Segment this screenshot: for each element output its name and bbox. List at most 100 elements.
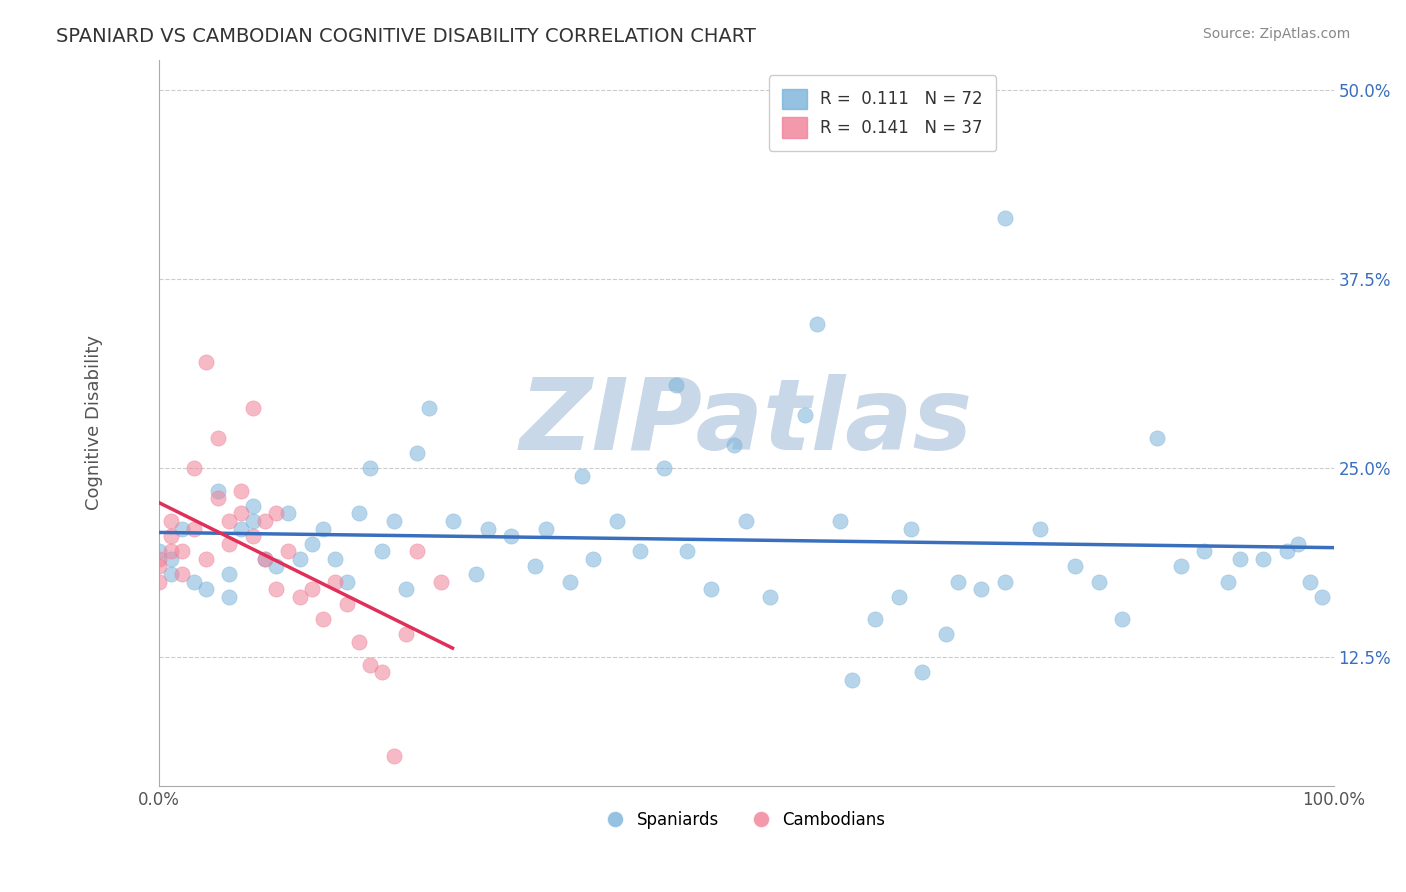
Spaniards (652, 461, 675, 475)
Cambodians (194, 355, 217, 369)
Spaniards (887, 590, 910, 604)
Text: SPANIARD VS CAMBODIAN COGNITIVE DISABILITY CORRELATION CHART: SPANIARD VS CAMBODIAN COGNITIVE DISABILI… (56, 27, 756, 45)
Cambodians (229, 483, 252, 498)
Spaniards (841, 673, 863, 687)
Cambodians (242, 401, 264, 415)
Cambodians (218, 537, 240, 551)
Spaniards (382, 514, 405, 528)
Spaniards (266, 559, 288, 574)
Cambodians (371, 665, 394, 680)
Spaniards (242, 499, 264, 513)
Spaniards (159, 566, 181, 581)
Spaniards (371, 544, 394, 558)
Cambodians (159, 529, 181, 543)
Cambodians (301, 582, 323, 596)
Spaniards (301, 537, 323, 551)
Spaniards (1251, 552, 1274, 566)
Legend: Spaniards, Cambodians: Spaniards, Cambodians (600, 805, 893, 836)
Cambodians (148, 552, 170, 566)
Cambodians (323, 574, 346, 589)
Spaniards (630, 544, 652, 558)
Cambodians (172, 566, 194, 581)
Cambodians (183, 461, 205, 475)
Cambodians (229, 507, 252, 521)
Spaniards (1064, 559, 1087, 574)
Spaniards (523, 559, 546, 574)
Spaniards (830, 514, 852, 528)
Spaniards (323, 552, 346, 566)
Spaniards (406, 446, 429, 460)
Spaniards (277, 507, 299, 521)
Spaniards (347, 507, 370, 521)
Spaniards (194, 582, 217, 596)
Spaniards (501, 529, 523, 543)
Spaniards (1299, 574, 1322, 589)
Cambodians (277, 544, 299, 558)
Spaniards (242, 514, 264, 528)
Spaniards (336, 574, 359, 589)
Spaniards (970, 582, 993, 596)
Cambodians (312, 612, 335, 626)
Spaniards (172, 522, 194, 536)
Spaniards (911, 665, 934, 680)
Spaniards (148, 544, 170, 558)
Spaniards (253, 552, 276, 566)
Spaniards (1146, 431, 1168, 445)
Cambodians (207, 431, 229, 445)
Spaniards (288, 552, 311, 566)
Spaniards (536, 522, 558, 536)
Spaniards (1170, 559, 1192, 574)
Spaniards (665, 377, 688, 392)
Cambodians (394, 627, 416, 641)
Cambodians (359, 657, 381, 672)
Cambodians (288, 590, 311, 604)
Spaniards (558, 574, 581, 589)
Spaniards (582, 552, 605, 566)
Spaniards (229, 522, 252, 536)
Cambodians (159, 544, 181, 558)
Spaniards (394, 582, 416, 596)
Spaniards (418, 401, 440, 415)
Spaniards (159, 552, 181, 566)
Spaniards (793, 408, 815, 422)
Cambodians (159, 514, 181, 528)
Spaniards (735, 514, 758, 528)
Cambodians (429, 574, 451, 589)
Cambodians (382, 748, 405, 763)
Cambodians (218, 514, 240, 528)
Cambodians (183, 522, 205, 536)
Spaniards (1310, 590, 1333, 604)
Spaniards (723, 438, 745, 452)
Spaniards (571, 468, 593, 483)
Spaniards (946, 574, 969, 589)
Cambodians (266, 507, 288, 521)
Cambodians (347, 635, 370, 649)
Y-axis label: Cognitive Disability: Cognitive Disability (86, 335, 103, 510)
Spaniards (1029, 522, 1052, 536)
Cambodians (253, 514, 276, 528)
Spaniards (441, 514, 464, 528)
Spaniards (676, 544, 699, 558)
Spaniards (1275, 544, 1298, 558)
Cambodians (148, 574, 170, 589)
Spaniards (865, 612, 887, 626)
Cambodians (148, 559, 170, 574)
Spaniards (700, 582, 723, 596)
Spaniards (207, 483, 229, 498)
Cambodians (242, 529, 264, 543)
Spaniards (183, 574, 205, 589)
Cambodians (172, 544, 194, 558)
Spaniards (465, 566, 488, 581)
Spaniards (900, 522, 922, 536)
Spaniards (1216, 574, 1239, 589)
Spaniards (359, 461, 381, 475)
Spaniards (1286, 537, 1309, 551)
Cambodians (266, 582, 288, 596)
Text: Source: ZipAtlas.com: Source: ZipAtlas.com (1202, 27, 1350, 41)
Text: ZIPatlas: ZIPatlas (520, 374, 973, 471)
Spaniards (606, 514, 628, 528)
Cambodians (207, 491, 229, 506)
Spaniards (758, 590, 780, 604)
Spaniards (312, 522, 335, 536)
Spaniards (994, 574, 1017, 589)
